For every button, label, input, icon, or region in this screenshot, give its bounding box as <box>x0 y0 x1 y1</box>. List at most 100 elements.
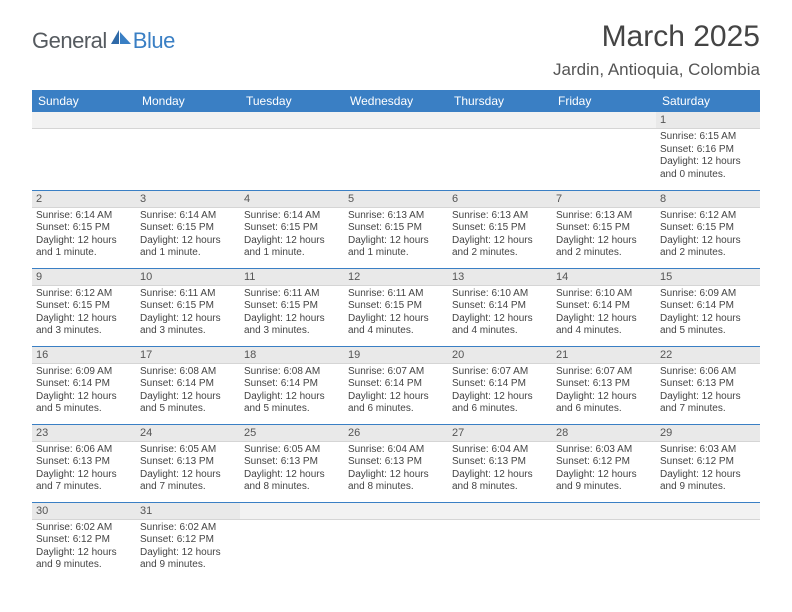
daylight-text: Daylight: 12 hours and 3 minutes. <box>244 313 340 338</box>
day-number: 14 <box>552 269 656 286</box>
sunset-text: Sunset: 6:13 PM <box>660 378 756 391</box>
logo: General Blue <box>32 28 175 54</box>
calendar-week-row: 2Sunrise: 6:14 AMSunset: 6:15 PMDaylight… <box>32 190 760 268</box>
sunset-text: Sunset: 6:13 PM <box>140 456 236 469</box>
day-number: 3 <box>136 191 240 208</box>
weekday-header-row: Sunday Monday Tuesday Wednesday Thursday… <box>32 90 760 112</box>
header: General Blue March 2025 Jardin, Antioqui… <box>0 0 792 84</box>
calendar-day-cell <box>552 112 656 190</box>
calendar-week-row: 9Sunrise: 6:12 AMSunset: 6:15 PMDaylight… <box>32 268 760 346</box>
day-number: 17 <box>136 347 240 364</box>
sunset-text: Sunset: 6:14 PM <box>348 378 444 391</box>
weekday-header: Sunday <box>32 90 136 112</box>
calendar-day-cell <box>448 502 552 580</box>
calendar-day-cell: 2Sunrise: 6:14 AMSunset: 6:15 PMDaylight… <box>32 190 136 268</box>
calendar-day-cell: 30Sunrise: 6:02 AMSunset: 6:12 PMDayligh… <box>32 502 136 580</box>
daylight-text: Daylight: 12 hours and 0 minutes. <box>660 156 756 181</box>
calendar-week-row: 16Sunrise: 6:09 AMSunset: 6:14 PMDayligh… <box>32 346 760 424</box>
sunset-text: Sunset: 6:14 PM <box>452 300 548 313</box>
daylight-text: Daylight: 12 hours and 5 minutes. <box>140 391 236 416</box>
calendar-day-cell <box>32 112 136 190</box>
calendar-week-row: 1Sunrise: 6:15 AMSunset: 6:16 PMDaylight… <box>32 112 760 190</box>
day-number <box>240 503 344 520</box>
weekday-header: Tuesday <box>240 90 344 112</box>
sunrise-text: Sunrise: 6:14 AM <box>244 210 340 223</box>
daylight-text: Daylight: 12 hours and 6 minutes. <box>348 391 444 416</box>
day-details: Sunrise: 6:06 AMSunset: 6:13 PMDaylight:… <box>656 364 760 418</box>
sunrise-text: Sunrise: 6:02 AM <box>36 522 132 535</box>
day-details: Sunrise: 6:05 AMSunset: 6:13 PMDaylight:… <box>240 442 344 496</box>
calendar-day-cell: 26Sunrise: 6:04 AMSunset: 6:13 PMDayligh… <box>344 424 448 502</box>
daylight-text: Daylight: 12 hours and 3 minutes. <box>140 313 236 338</box>
sunset-text: Sunset: 6:13 PM <box>452 456 548 469</box>
calendar-day-cell: 13Sunrise: 6:10 AMSunset: 6:14 PMDayligh… <box>448 268 552 346</box>
sunset-text: Sunset: 6:12 PM <box>556 456 652 469</box>
sunset-text: Sunset: 6:12 PM <box>660 456 756 469</box>
sunrise-text: Sunrise: 6:14 AM <box>140 210 236 223</box>
day-number: 19 <box>344 347 448 364</box>
daylight-text: Daylight: 12 hours and 1 minute. <box>348 235 444 260</box>
daylight-text: Daylight: 12 hours and 5 minutes. <box>244 391 340 416</box>
day-number: 5 <box>344 191 448 208</box>
sunset-text: Sunset: 6:13 PM <box>244 456 340 469</box>
sunset-text: Sunset: 6:14 PM <box>244 378 340 391</box>
sunrise-text: Sunrise: 6:03 AM <box>556 444 652 457</box>
day-number: 16 <box>32 347 136 364</box>
weekday-header: Monday <box>136 90 240 112</box>
day-details: Sunrise: 6:11 AMSunset: 6:15 PMDaylight:… <box>344 286 448 340</box>
calendar-day-cell: 5 Sunrise: 6:13 AMSunset: 6:15 PMDaylight… <box>344 190 448 268</box>
calendar-day-cell: 31Sunrise: 6:02 AMSunset: 6:12 PMDayligh… <box>136 502 240 580</box>
day-number <box>344 503 448 520</box>
sunrise-text: Sunrise: 6:04 AM <box>452 444 548 457</box>
day-number <box>240 112 344 129</box>
calendar-day-cell: 6Sunrise: 6:13 AMSunset: 6:15 PMDaylight… <box>448 190 552 268</box>
day-details: Sunrise: 6:14 AMSunset: 6:15 PMDaylight:… <box>240 208 344 262</box>
day-details: Sunrise: 6:08 AMSunset: 6:14 PMDaylight:… <box>136 364 240 418</box>
day-details: Sunrise: 6:08 AMSunset: 6:14 PMDaylight:… <box>240 364 344 418</box>
day-number: 21 <box>552 347 656 364</box>
calendar-day-cell: 22Sunrise: 6:06 AMSunset: 6:13 PMDayligh… <box>656 346 760 424</box>
day-number: 24 <box>136 425 240 442</box>
day-details: Sunrise: 6:13 AMSunset: 6:15 PMDaylight:… <box>448 208 552 262</box>
sunset-text: Sunset: 6:14 PM <box>36 378 132 391</box>
sunset-text: Sunset: 6:15 PM <box>140 222 236 235</box>
sunset-text: Sunset: 6:13 PM <box>36 456 132 469</box>
sunrise-text: Sunrise: 6:07 AM <box>348 366 444 379</box>
sunset-text: Sunset: 6:15 PM <box>36 300 132 313</box>
day-number <box>448 503 552 520</box>
day-number: 4 <box>240 191 344 208</box>
sunrise-text: Sunrise: 6:10 AM <box>556 288 652 301</box>
day-details: Sunrise: 6:07 AMSunset: 6:14 PMDaylight:… <box>344 364 448 418</box>
sunset-text: Sunset: 6:13 PM <box>556 378 652 391</box>
sunset-text: Sunset: 6:15 PM <box>348 222 444 235</box>
sunrise-text: Sunrise: 6:13 AM <box>556 210 652 223</box>
sunset-text: Sunset: 6:15 PM <box>348 300 444 313</box>
calendar-day-cell: 23Sunrise: 6:06 AMSunset: 6:13 PMDayligh… <box>32 424 136 502</box>
sunset-text: Sunset: 6:12 PM <box>140 534 236 547</box>
calendar-day-cell: 18Sunrise: 6:08 AMSunset: 6:14 PMDayligh… <box>240 346 344 424</box>
day-number: 6 <box>448 191 552 208</box>
weekday-header: Saturday <box>656 90 760 112</box>
day-number <box>32 112 136 129</box>
day-details: Sunrise: 6:06 AMSunset: 6:13 PMDaylight:… <box>32 442 136 496</box>
day-number <box>136 112 240 129</box>
location-text: Jardin, Antioquia, Colombia <box>553 60 760 80</box>
sunrise-text: Sunrise: 6:13 AM <box>348 210 444 223</box>
sunrise-text: Sunrise: 6:11 AM <box>244 288 340 301</box>
sunset-text: Sunset: 6:15 PM <box>244 300 340 313</box>
sail-icon <box>109 28 133 48</box>
weekday-header: Wednesday <box>344 90 448 112</box>
sunrise-text: Sunrise: 6:15 AM <box>660 131 756 144</box>
daylight-text: Daylight: 12 hours and 2 minutes. <box>452 235 548 260</box>
day-number: 15 <box>656 269 760 286</box>
calendar-day-cell: 15Sunrise: 6:09 AMSunset: 6:14 PMDayligh… <box>656 268 760 346</box>
day-details: Sunrise: 6:12 AMSunset: 6:15 PMDaylight:… <box>32 286 136 340</box>
sunrise-text: Sunrise: 6:02 AM <box>140 522 236 535</box>
day-number <box>656 503 760 520</box>
calendar-day-cell: 19Sunrise: 6:07 AMSunset: 6:14 PMDayligh… <box>344 346 448 424</box>
daylight-text: Daylight: 12 hours and 1 minute. <box>36 235 132 260</box>
calendar-day-cell: 11Sunrise: 6:11 AMSunset: 6:15 PMDayligh… <box>240 268 344 346</box>
calendar-day-cell: 1Sunrise: 6:15 AMSunset: 6:16 PMDaylight… <box>656 112 760 190</box>
weekday-header: Friday <box>552 90 656 112</box>
calendar-day-cell: 20Sunrise: 6:07 AMSunset: 6:14 PMDayligh… <box>448 346 552 424</box>
